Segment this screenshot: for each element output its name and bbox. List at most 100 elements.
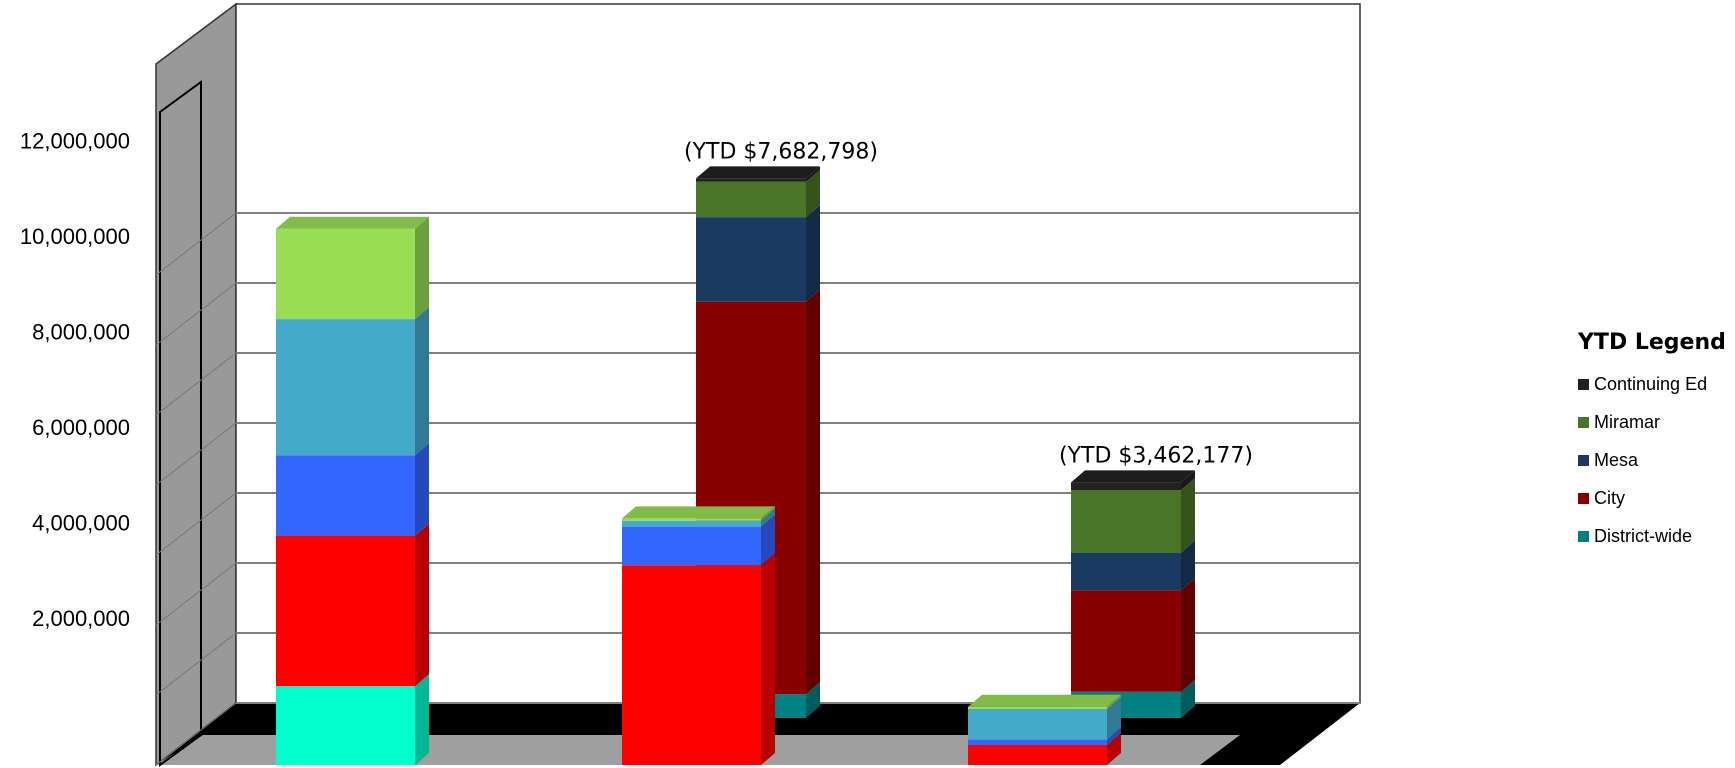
legend-item: District-wide (1578, 517, 1728, 555)
bar-segment-front (1071, 590, 1181, 692)
bar-segment (1071, 578, 1195, 692)
bar-segment-front (276, 535, 415, 687)
bar-segment-side (1107, 727, 1121, 745)
bar-segment-side (806, 169, 820, 218)
bar-segment-front (696, 217, 806, 302)
y-tick-label: 4,000,000 (32, 511, 130, 536)
legend-swatch (1578, 530, 1589, 542)
bar-segment (968, 694, 1121, 710)
bar-segment-front (968, 739, 1107, 745)
bar-segment (696, 205, 820, 302)
bar-segment-side (415, 443, 429, 536)
bar-segment-side (1107, 732, 1121, 765)
y-tick-label: 10,000,000 (20, 224, 130, 249)
bar-segment-front (1071, 552, 1181, 591)
bar-segment (968, 697, 1121, 740)
ytd-annotation: (YTD $7,682,798) (684, 139, 878, 164)
y-tick-label: 12,000,000 (20, 128, 130, 153)
bar-segment-side (415, 307, 429, 456)
legend-item: Mesa (1578, 441, 1728, 479)
legend-swatch (1578, 454, 1589, 466)
bar-segment-front (696, 178, 806, 182)
bar-segment (696, 169, 820, 218)
legend-label: Continuing Ed (1594, 373, 1708, 394)
bar-segment-side (415, 523, 429, 687)
bar-segment (968, 732, 1121, 765)
legend-label: Mesa (1594, 449, 1639, 470)
legend-swatch (1578, 416, 1589, 428)
bar-segment-front (276, 686, 415, 765)
bar-segment-front (276, 228, 415, 320)
legend-label: City (1594, 487, 1625, 508)
y-tick-label: 8,000,000 (32, 319, 130, 344)
bar-top (696, 166, 820, 179)
bar-segment-side (806, 289, 820, 695)
bar-segment-side (1181, 679, 1195, 718)
bar-top (968, 694, 1121, 707)
bar-segment-front (622, 526, 761, 566)
legend-swatch (1578, 378, 1589, 390)
bar-segment-side (415, 216, 429, 320)
bar-segment (696, 166, 820, 182)
bar-segment (968, 727, 1121, 745)
gridline-side (155, 562, 237, 626)
bar-segment-side (1181, 470, 1195, 491)
legend-label: District-wide (1594, 525, 1693, 546)
bar-top (276, 216, 429, 229)
legend-swatch (1578, 492, 1589, 504)
bar-segment-side (806, 682, 820, 718)
bar-segment-side (1181, 578, 1195, 692)
bar-segment-front (968, 709, 1107, 740)
ytd-annotation: (YTD $3,462,177) (1059, 443, 1253, 468)
bar-segment-front (622, 518, 761, 521)
bar-segment (276, 443, 429, 536)
gridline-side (155, 212, 237, 276)
legend-item: Miramar (1578, 403, 1728, 441)
annotations: (YTD $7,682,798) (YTD $3,462,177) (684, 139, 1253, 468)
bar-segment-side (1107, 694, 1121, 710)
y-axis-ticks: 2,000,000 4,000,000 6,000,000 8,000,000 10,0… (20, 128, 130, 631)
bars (276, 166, 1195, 765)
wall-frame (159, 80, 202, 767)
bar-segment (622, 508, 775, 527)
bar-segment-front (622, 520, 761, 527)
bar-segment-front (276, 319, 415, 456)
bar-segment-side (415, 674, 429, 765)
bar-segment-side (761, 506, 775, 521)
gridline-side (155, 282, 237, 346)
gridline-side (155, 492, 237, 556)
gridline-side (155, 352, 237, 416)
gridline-side (155, 632, 237, 696)
gridline-side (155, 422, 237, 486)
bar-segment-side (806, 166, 820, 182)
legend: YTD Legend Continuing Ed Miramar Mesa City D… (1578, 330, 1728, 555)
bar-segment (276, 307, 429, 456)
bar-segment-front (1071, 482, 1181, 491)
bar-segment-front (968, 744, 1107, 765)
legend-label: Miramar (1594, 411, 1660, 432)
y-tick-label: 6,000,000 (32, 415, 130, 440)
bar-segment-front (276, 455, 415, 536)
legend-item: City (1578, 479, 1728, 517)
bar-segment (1071, 478, 1195, 553)
bar-segment-front (1071, 490, 1181, 553)
bar-segment-side (806, 205, 820, 302)
legend-title: YTD Legend (1578, 330, 1726, 355)
bar-segment (622, 553, 775, 765)
bar-segment (276, 216, 429, 320)
legend-item: Continuing Ed (1578, 365, 1728, 403)
gridline-side (155, 702, 237, 766)
bar-segment-side (761, 553, 775, 765)
bar-segment (276, 523, 429, 687)
bar-segment (622, 506, 775, 521)
bar-segment-front (968, 706, 1107, 710)
bar-top (622, 506, 775, 519)
bar-segment (276, 674, 429, 765)
bar-segment-front (622, 565, 761, 765)
bar-top (1071, 470, 1195, 483)
bar-segment-side (761, 514, 775, 566)
bar-segment-side (1181, 478, 1195, 553)
bar-segment-front (696, 181, 806, 218)
legend-items: Continuing Ed Miramar Mesa City District-wid… (1578, 365, 1728, 555)
